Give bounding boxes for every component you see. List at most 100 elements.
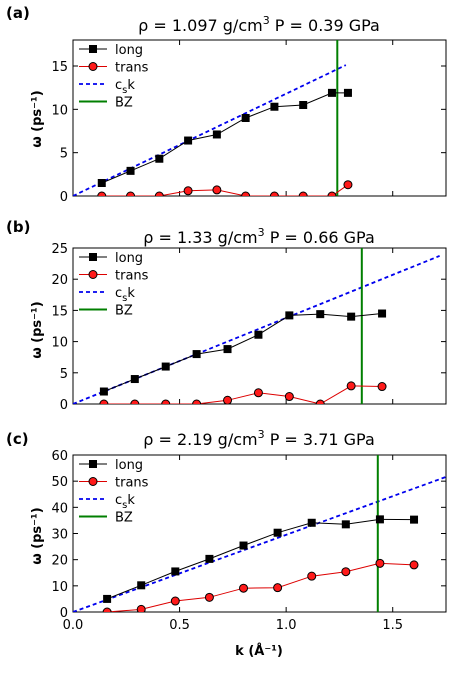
data-point-trans (170, 596, 180, 606)
y-tick-label: 60 (51, 449, 68, 464)
panel-b: (b) ρ = 1.33 g/cm3 P = 0.66 GPa ω (ps⁻¹)… (6, 218, 447, 413)
data-point-long (316, 310, 325, 319)
data-point-trans (341, 567, 351, 577)
panel-label: (c) (6, 430, 29, 448)
data-point-trans (212, 185, 222, 195)
plot-content (73, 248, 440, 404)
y-tick-label: 5 (60, 147, 68, 162)
x-tick-label: 0.5 (169, 618, 190, 633)
data-point-long (130, 375, 139, 384)
data-point-trans (126, 191, 136, 196)
data-point-long (343, 88, 352, 97)
y-tick-label: 30 (51, 528, 68, 543)
y-axis-label: ω (ps⁻¹) (30, 90, 45, 147)
data-point-long (155, 154, 164, 163)
data-point-trans (284, 392, 294, 402)
legend-marker-long (89, 45, 97, 53)
data-point-long (378, 309, 387, 318)
legend-marker-trans (88, 270, 98, 279)
data-point-trans (183, 186, 193, 196)
data-point-long (241, 114, 250, 122)
y-tick-label: 15 (51, 60, 68, 75)
data-point-long (171, 567, 180, 576)
data-point-long (307, 518, 316, 527)
legend-label: long (115, 458, 143, 473)
data-point-long (375, 515, 384, 524)
legend-marker-trans (88, 477, 98, 486)
y-tick-label: 0 (60, 190, 68, 205)
series-line-long (103, 313, 383, 392)
data-point-trans (307, 571, 317, 581)
data-point-long (347, 312, 356, 321)
y-axis-label: ω (ps⁻¹) (30, 301, 45, 358)
legend-marker-long (89, 253, 97, 261)
data-point-trans (192, 399, 202, 404)
data-point-long (161, 362, 170, 371)
panel-title: ρ = 2.19 g/cm3 P = 3.71 GPa (143, 428, 375, 449)
data-point-long (137, 581, 146, 590)
data-point-trans (102, 607, 112, 612)
data-point-long (270, 102, 279, 111)
legend-label: csk (115, 493, 135, 511)
data-point-long (285, 311, 294, 320)
y-tick-label: 0 (60, 606, 68, 621)
sound-line (73, 476, 446, 612)
data-point-trans (161, 399, 171, 404)
data-point-long (341, 520, 350, 529)
series-line-trans (103, 385, 383, 404)
plot-content (73, 455, 446, 612)
data-point-trans (136, 604, 146, 612)
y-tick-label: 15 (51, 304, 68, 319)
data-point-trans (298, 191, 308, 196)
data-point-trans (327, 191, 337, 196)
y-tick-label: 5 (60, 367, 68, 382)
data-point-long (184, 136, 193, 145)
data-point-long (126, 166, 135, 175)
data-point-long (212, 130, 221, 139)
legend-label: trans (115, 476, 149, 491)
y-tick-label: 20 (51, 554, 68, 569)
plot-content (73, 40, 353, 196)
data-point-long (205, 554, 214, 563)
legend-label: BZ (115, 511, 133, 526)
x-tick-label: 1.0 (276, 618, 297, 633)
data-point-long (410, 515, 419, 524)
x-axis-label: k (Å⁻¹) (235, 643, 283, 659)
data-point-trans (273, 583, 283, 593)
data-point-long (192, 350, 201, 359)
y-tick-label: 40 (51, 501, 68, 516)
legend-marker-trans (88, 62, 98, 71)
data-point-long (103, 594, 112, 603)
data-point-long (299, 101, 308, 109)
data-point-trans (130, 399, 140, 404)
y-axis-label: ω (ps⁻¹) (30, 507, 45, 564)
data-point-long (254, 330, 263, 339)
legend-marker-long (89, 460, 97, 468)
data-point-trans (239, 583, 249, 593)
data-point-trans (346, 381, 356, 391)
y-tick-label: 20 (51, 273, 68, 288)
data-point-trans (409, 560, 419, 570)
data-point-trans (241, 191, 251, 196)
panel-a: (a) ρ = 1.097 g/cm3 P = 0.39 GPa ω (ps⁻¹… (6, 4, 447, 205)
panel-title: ρ = 1.097 g/cm3 P = 0.39 GPa (138, 14, 380, 35)
x-tick-label: 0.0 (63, 618, 84, 633)
series-line-trans (107, 562, 415, 612)
data-point-long (223, 345, 232, 354)
legend-label: BZ (115, 96, 133, 111)
y-tick-label: 10 (51, 580, 68, 595)
legend-label: trans (115, 61, 149, 76)
data-point-trans (99, 399, 109, 404)
data-point-trans (343, 180, 353, 190)
series-line-long (106, 518, 415, 600)
series-line-long (101, 92, 348, 184)
data-point-trans (269, 191, 279, 196)
data-point-long (327, 88, 336, 97)
data-point-trans (377, 382, 387, 392)
panel-label: (b) (6, 218, 30, 236)
